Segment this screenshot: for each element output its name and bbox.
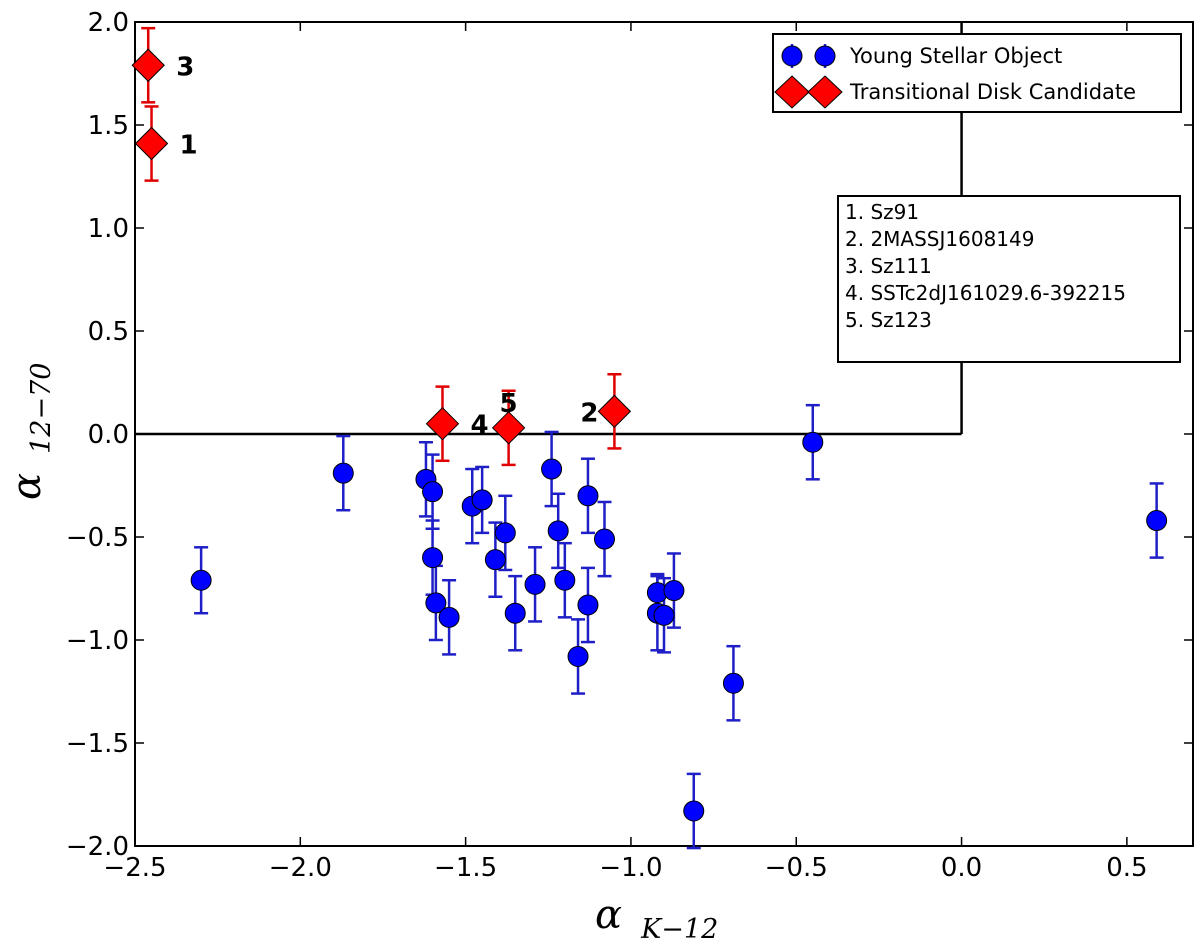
y-tick-label: 0.0 xyxy=(88,420,129,450)
yso-point xyxy=(484,549,506,571)
yso-point xyxy=(422,481,444,503)
yso-point xyxy=(802,431,824,453)
x-tick-label: −1.0 xyxy=(599,853,662,883)
names-line-4: 4. SSTc2dJ161029.6-392215 xyxy=(845,281,1126,305)
x-axis-label-sub: K−12 xyxy=(640,914,718,945)
yso-point xyxy=(422,547,444,569)
point-label-2: 2 xyxy=(580,398,598,428)
yso-point xyxy=(683,800,705,822)
transitional-disk-point xyxy=(597,394,632,429)
yso-point xyxy=(190,569,212,591)
yso-point xyxy=(471,489,493,511)
yso-point xyxy=(438,606,460,628)
yso-point xyxy=(494,522,516,544)
legend-box xyxy=(772,33,1182,113)
yso-point xyxy=(567,645,589,667)
point-label-5: 5 xyxy=(500,389,518,419)
legend-yso-marker-1 xyxy=(781,45,803,67)
yso-point xyxy=(1146,510,1168,532)
point-label-1: 1 xyxy=(180,131,198,161)
names-line-1: 1. Sz91 xyxy=(845,200,919,224)
y-tick-label: 1.0 xyxy=(88,214,129,244)
transitional-disk-point xyxy=(131,48,165,82)
legend-tdc-label: Transitional Disk Candidate xyxy=(849,80,1136,104)
point-label-3: 3 xyxy=(176,52,194,82)
yso-point xyxy=(722,672,744,694)
y-axis-label-sub: 12−70 xyxy=(26,363,57,454)
yso-point xyxy=(547,520,569,542)
names-box: 1. Sz91 2. 2MASSJ1608149 3. Sz111 4. SST… xyxy=(837,195,1181,363)
data-markers xyxy=(131,48,1168,822)
yso-point xyxy=(524,573,546,595)
y-tick-label: −1.5 xyxy=(66,729,129,759)
y-axis-label: α 12−70 xyxy=(4,363,57,500)
x-tick-label: 0.0 xyxy=(941,853,982,883)
legend-entry-yso: Young Stellar Object xyxy=(781,44,1062,68)
axis-ticks: −2.5 −2.0 −1.5 −1.0 −0.5 0.0 0.5−2.0−1.5−1.0−0… xyxy=(66,8,1193,883)
yso-point xyxy=(577,485,599,507)
y-tick-label: 1.5 xyxy=(88,111,129,141)
legend: Young Stellar Object Transitional Disk C… xyxy=(772,33,1182,113)
transitional-disk-point xyxy=(425,406,460,441)
y-tick-label: 0.5 xyxy=(88,317,129,347)
x-tick-label: −2.0 xyxy=(269,853,332,883)
y-axis-label-group: α 12−70 xyxy=(4,363,57,500)
names-line-5: 5. Sz123 xyxy=(845,308,932,332)
y-tick-label: −2.0 xyxy=(66,832,129,862)
legend-yso-marker-2 xyxy=(814,45,836,67)
names-box-frame xyxy=(837,195,1181,363)
yso-point xyxy=(541,458,563,480)
yso-point xyxy=(663,580,685,602)
x-tick-label: −1.5 xyxy=(434,853,497,883)
yso-point xyxy=(577,594,599,616)
legend-yso-label: Young Stellar Object xyxy=(849,44,1062,68)
y-tick-label: 2.0 xyxy=(88,8,129,38)
yso-point xyxy=(504,602,526,624)
yso-point xyxy=(593,528,615,550)
yso-point xyxy=(332,462,354,484)
yso-point xyxy=(653,604,675,626)
y-tick-label: −1.0 xyxy=(66,626,129,656)
y-axis-label-main: α xyxy=(4,473,50,500)
names-line-3: 3. Sz111 xyxy=(845,254,932,278)
transitional-disk-point xyxy=(491,411,526,445)
yso-point xyxy=(554,569,576,591)
x-tick-label: −0.5 xyxy=(765,853,828,883)
transitional-disk-point xyxy=(134,126,169,161)
legend-tdc-marker-2 xyxy=(807,75,843,109)
x-axis-label: α K−12 xyxy=(595,892,718,945)
point-label-4: 4 xyxy=(470,411,488,441)
point-annotations: 1 2 3 45 xyxy=(176,52,598,440)
x-tick-label: 0.5 xyxy=(1106,853,1147,883)
yso-point xyxy=(425,592,447,614)
y-tick-label: −0.5 xyxy=(66,523,129,553)
legend-tdc-marker-1 xyxy=(774,75,810,109)
legend-entry-tdc: Transitional Disk Candidate xyxy=(774,75,1136,109)
x-axis-label-main: α xyxy=(595,892,622,938)
names-line-2: 2. 2MASSJ1608149 xyxy=(845,227,1034,251)
x-tick-label: −2.5 xyxy=(103,853,166,883)
